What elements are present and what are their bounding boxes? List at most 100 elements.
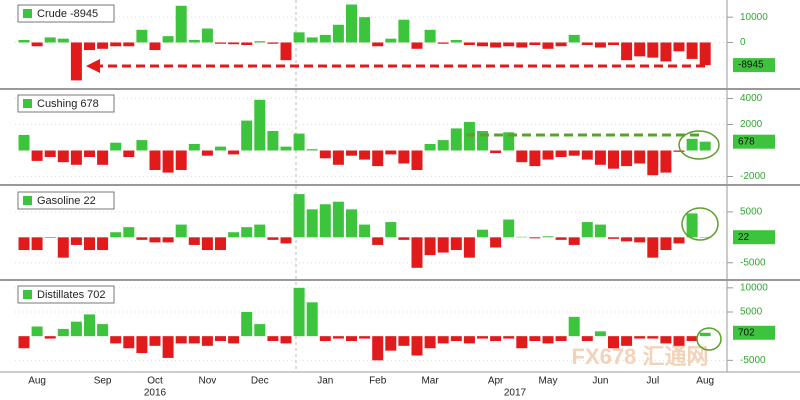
- bar: [110, 232, 122, 238]
- x-tick-label: Feb: [369, 376, 387, 387]
- x-tick-label: Apr: [488, 376, 504, 387]
- bar: [411, 150, 423, 170]
- bar: [162, 150, 174, 173]
- bar: [319, 34, 331, 43]
- bar: [621, 336, 633, 346]
- x-tick-label: Dec: [251, 376, 269, 387]
- bar: [503, 219, 515, 238]
- bar: [254, 224, 266, 238]
- bar: [621, 150, 633, 167]
- bar: [450, 39, 462, 43]
- bar: [385, 336, 397, 351]
- bar: [608, 150, 619, 169]
- bar: [44, 150, 56, 157]
- bar: [31, 326, 43, 337]
- bar: [608, 42, 619, 45]
- x-tick-label: Jan: [317, 376, 333, 387]
- bar: [254, 99, 266, 151]
- value-label-box: [733, 58, 775, 73]
- bar: [608, 237, 619, 239]
- value-label: 22: [738, 232, 750, 243]
- bar: [57, 38, 69, 43]
- bar: [18, 336, 30, 349]
- legend-box: [17, 94, 115, 113]
- bar: [215, 146, 226, 151]
- value-label-box: [733, 134, 775, 149]
- bar: [18, 134, 30, 151]
- y-tick-label: 4000: [740, 93, 763, 104]
- bar: [647, 336, 659, 339]
- bar: [188, 336, 200, 344]
- legend-swatch: [23, 196, 32, 205]
- bar: [215, 237, 226, 251]
- bar: [463, 336, 475, 344]
- bar: [57, 150, 69, 163]
- bar: [18, 237, 30, 251]
- bar: [332, 336, 344, 339]
- bar: [201, 237, 213, 251]
- bar: [424, 237, 436, 256]
- bar: [647, 237, 659, 258]
- watermark: FX678 汇通网: [572, 344, 709, 369]
- bar: [18, 39, 30, 43]
- bar: [568, 150, 580, 156]
- bar: [660, 237, 672, 251]
- bar: [477, 42, 488, 47]
- bar: [686, 138, 698, 151]
- x-tick-label: Aug: [696, 376, 714, 387]
- bar: [372, 336, 384, 361]
- bar: [660, 150, 672, 173]
- bar: [162, 237, 174, 243]
- bar: [477, 336, 488, 339]
- bar: [555, 42, 567, 47]
- bar: [503, 132, 515, 151]
- bar: [293, 32, 305, 43]
- bar: [398, 336, 410, 346]
- bar: [70, 237, 82, 245]
- bar: [372, 42, 384, 47]
- bar: [241, 312, 253, 337]
- bar: [267, 237, 279, 240]
- bar: [201, 150, 213, 156]
- bar: [228, 42, 240, 45]
- bar: [31, 150, 43, 161]
- bar: [97, 237, 109, 251]
- bar: [542, 336, 554, 344]
- bar: [594, 150, 606, 165]
- bar: [149, 237, 161, 243]
- bar: [673, 150, 685, 152]
- annotation-circle: [678, 130, 720, 160]
- bar: [673, 42, 685, 52]
- bar: [699, 332, 711, 337]
- bar: [385, 38, 397, 43]
- bar: [70, 150, 82, 165]
- bar: [84, 42, 95, 51]
- bar: [634, 336, 646, 339]
- bar: [621, 42, 633, 61]
- bar: [398, 150, 410, 164]
- bar: [149, 42, 161, 51]
- bar: [306, 37, 318, 43]
- bar: [516, 42, 528, 48]
- bar: [503, 336, 515, 339]
- bar: [97, 150, 109, 165]
- x-tick-label: Jun: [592, 376, 608, 387]
- value-label: -8945: [738, 60, 764, 71]
- bar: [241, 42, 253, 45]
- bar: [319, 150, 331, 159]
- annotation-circle: [696, 327, 722, 351]
- legend-swatch: [23, 9, 32, 18]
- bar: [673, 336, 685, 346]
- y-tick-label: 10000: [740, 282, 768, 293]
- bar: [581, 42, 593, 45]
- legend-label: Cushing 678: [37, 98, 99, 110]
- value-label-box: [733, 230, 775, 245]
- bar: [123, 336, 135, 349]
- bar: [699, 237, 711, 238]
- bar: [581, 150, 593, 160]
- x-tick-label: Sep: [94, 376, 112, 387]
- bar: [201, 28, 213, 43]
- bar: [280, 237, 292, 244]
- bar: [162, 36, 174, 43]
- bar: [319, 204, 331, 238]
